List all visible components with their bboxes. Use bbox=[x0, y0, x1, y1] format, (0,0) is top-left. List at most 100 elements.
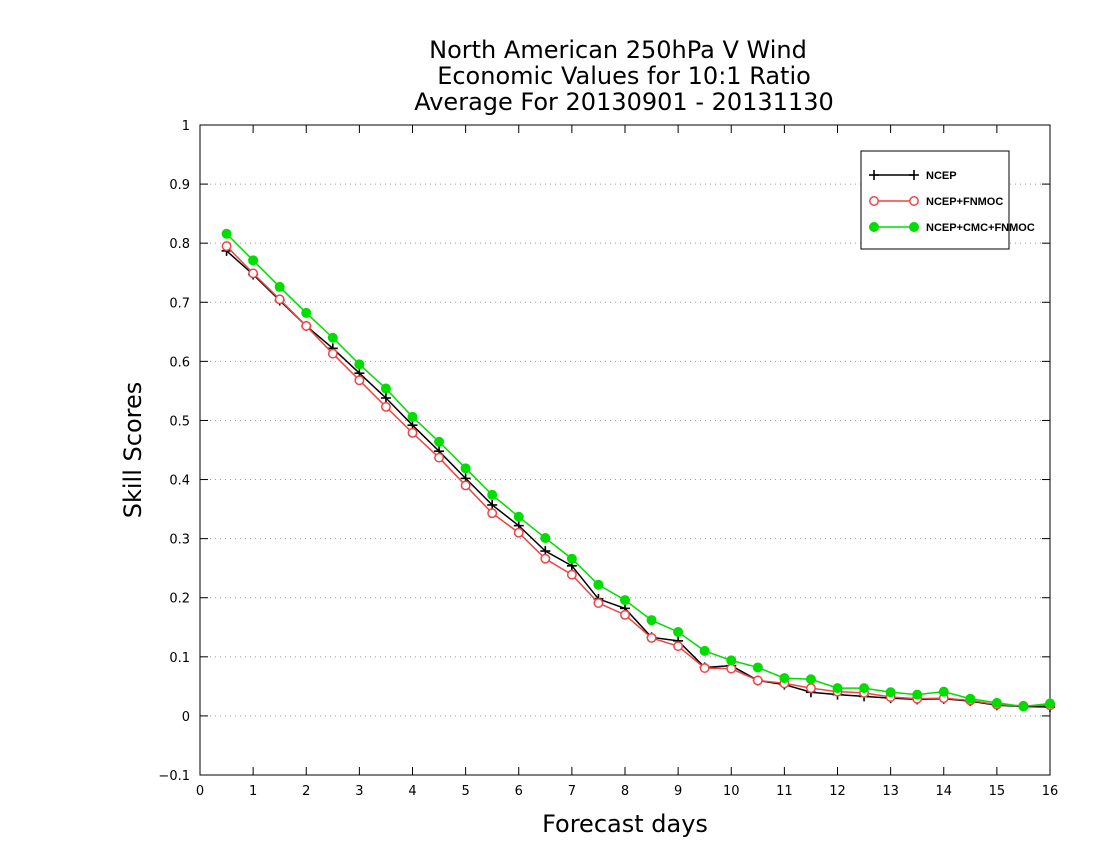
data-point bbox=[869, 170, 879, 180]
x-tick-label: 11 bbox=[776, 784, 793, 799]
data-point bbox=[407, 411, 418, 422]
y-tick-label: 0.2 bbox=[169, 592, 190, 607]
data-point bbox=[540, 533, 551, 544]
y-axis-title: Skill Scores bbox=[119, 382, 147, 519]
data-point bbox=[869, 222, 879, 232]
y-tick-label: 0.5 bbox=[169, 414, 190, 429]
data-point bbox=[380, 383, 391, 394]
legend-entry: NCEP bbox=[869, 170, 957, 182]
legend-label: NCEP+FNMOC bbox=[926, 196, 1003, 208]
data-point bbox=[248, 268, 259, 279]
data-point bbox=[221, 228, 232, 239]
data-point bbox=[434, 436, 445, 447]
data-point bbox=[912, 689, 923, 700]
data-point bbox=[726, 655, 737, 666]
data-point bbox=[991, 697, 1002, 708]
legend-entry: NCEP+CMC+FNMOC bbox=[869, 222, 1035, 234]
data-point bbox=[434, 452, 445, 463]
x-tick-label: 9 bbox=[674, 784, 682, 799]
x-tick-label: 3 bbox=[355, 784, 363, 799]
data-point bbox=[673, 641, 684, 652]
data-point bbox=[380, 393, 391, 403]
chart-title-line-3: Average For 20130901 - 20131130 bbox=[414, 88, 834, 116]
data-point bbox=[909, 196, 919, 206]
x-tick-label: 14 bbox=[935, 784, 952, 799]
y-tick-label: 0.9 bbox=[169, 178, 190, 193]
legend-entries: NCEP NCEP+FNMOC NCEP+CMC+FNMOC bbox=[869, 170, 1035, 234]
data-point bbox=[909, 170, 919, 180]
data-point bbox=[646, 632, 657, 643]
x-tick-label: 13 bbox=[882, 784, 899, 799]
data-point bbox=[885, 687, 896, 698]
series-ncep bbox=[221, 245, 1055, 713]
data-point bbox=[221, 241, 232, 252]
data-point bbox=[460, 463, 471, 474]
data-point bbox=[354, 359, 365, 370]
data-point bbox=[460, 480, 471, 491]
x-tick-label: 10 bbox=[723, 784, 740, 799]
data-point bbox=[566, 569, 577, 580]
data-point bbox=[593, 598, 604, 608]
ticks: −0.100.10.20.30.40.50.60.70.80.910 1 2 3 4 5 6… bbox=[158, 119, 1058, 799]
y-tick-label: 0.3 bbox=[169, 533, 190, 548]
data-point bbox=[407, 427, 418, 438]
data-point bbox=[805, 683, 816, 694]
data-point bbox=[301, 320, 312, 331]
data-point bbox=[1045, 698, 1055, 709]
data-point bbox=[832, 683, 843, 694]
data-point bbox=[699, 663, 710, 673]
data-point bbox=[327, 332, 338, 343]
x-tick-label: 8 bbox=[621, 784, 629, 799]
x-tick-label: 15 bbox=[989, 784, 1006, 799]
x-tick-label: 4 bbox=[408, 784, 416, 799]
data-point bbox=[513, 527, 524, 538]
data-point bbox=[938, 686, 949, 697]
x-tick-label: 7 bbox=[568, 784, 576, 799]
data-point bbox=[752, 662, 763, 673]
chart-title-line-2: Economic Values for 10:1 Ratio bbox=[437, 62, 811, 90]
legend-label: NCEP+CMC+FNMOC bbox=[926, 222, 1035, 234]
data-point bbox=[487, 489, 498, 500]
data-point bbox=[805, 674, 816, 685]
data-point bbox=[909, 222, 919, 232]
legend: NCEP NCEP+FNMOC NCEP+CMC+FNMOC bbox=[860, 150, 1035, 250]
y-tick-label: 0.1 bbox=[169, 651, 190, 666]
x-axis-title: Forecast days bbox=[542, 810, 708, 838]
data-point bbox=[620, 609, 630, 620]
data-point bbox=[513, 511, 524, 522]
series-line bbox=[226, 245, 1051, 707]
legend-box bbox=[860, 150, 1010, 250]
x-tick-label: 6 bbox=[515, 784, 523, 799]
series-layer bbox=[221, 228, 1055, 713]
series-line bbox=[226, 250, 1051, 708]
data-point bbox=[752, 675, 763, 686]
data-point bbox=[620, 595, 630, 606]
series-ncep-cmc-fnmoc bbox=[221, 228, 1055, 712]
y-tick-label: 0.7 bbox=[169, 296, 190, 311]
data-point bbox=[593, 579, 604, 590]
x-tick-label: 0 bbox=[196, 784, 204, 799]
x-tick-label: 12 bbox=[829, 784, 846, 799]
x-tick-label: 2 bbox=[302, 784, 310, 799]
data-point bbox=[673, 627, 684, 637]
data-point bbox=[965, 693, 976, 704]
data-point bbox=[354, 375, 365, 386]
data-point bbox=[540, 553, 551, 564]
y-tick-label: 0.4 bbox=[169, 474, 190, 489]
y-tick-label: 0 bbox=[182, 710, 190, 725]
data-point bbox=[699, 645, 710, 656]
data-point bbox=[859, 683, 870, 694]
x-tick-label: 1 bbox=[249, 784, 257, 799]
data-point bbox=[646, 615, 657, 626]
legend-label: NCEP bbox=[926, 170, 957, 182]
y-tick-label: 0.8 bbox=[169, 237, 190, 252]
grid bbox=[200, 183, 1050, 717]
data-point bbox=[248, 255, 259, 266]
data-point bbox=[1018, 701, 1029, 712]
series-line bbox=[226, 233, 1051, 708]
data-point bbox=[274, 294, 285, 305]
data-point bbox=[274, 281, 285, 292]
data-point bbox=[380, 401, 391, 412]
data-point bbox=[487, 508, 498, 519]
